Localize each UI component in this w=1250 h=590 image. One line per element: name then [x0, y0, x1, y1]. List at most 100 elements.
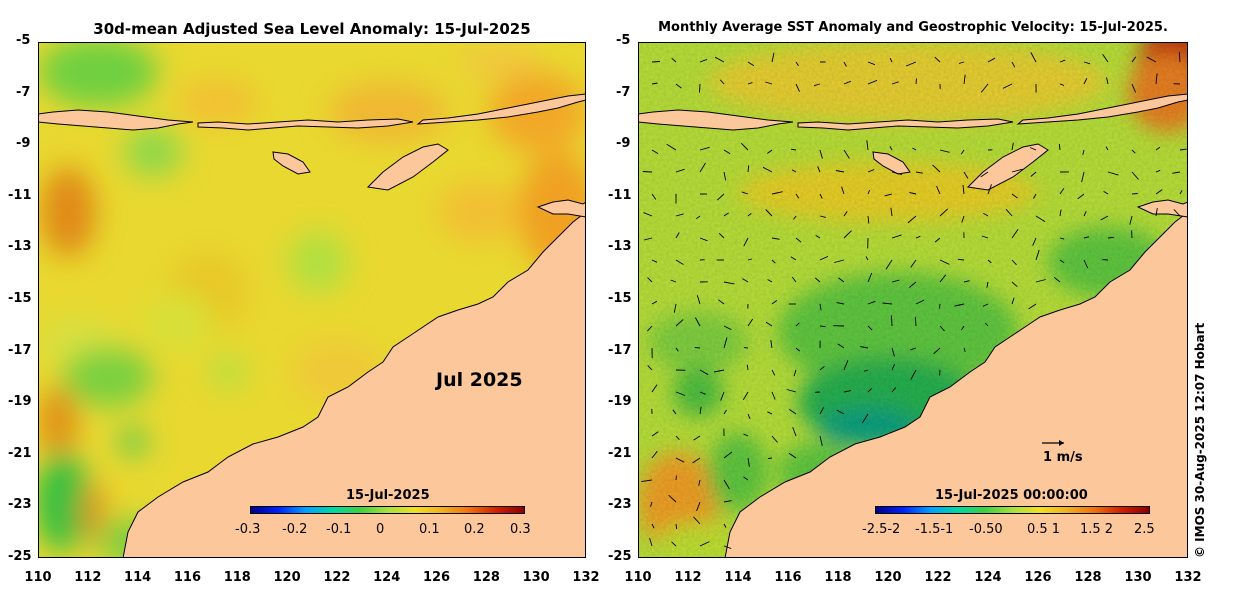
- velocity-vector: [1011, 259, 1017, 266]
- velocity-vector: [699, 541, 710, 547]
- longitude-tick-label: 130: [1124, 570, 1152, 585]
- velocity-vector: [1028, 303, 1037, 310]
- velocity-vector: [1083, 211, 1087, 217]
- velocity-vector: [770, 340, 773, 349]
- velocity-vector: [771, 191, 783, 195]
- latitude-tick-label: -15: [8, 291, 32, 306]
- velocity-vector: [650, 501, 653, 507]
- velocity-vector: [718, 232, 725, 239]
- velocity-vector: [909, 192, 917, 195]
- velocity-vector: [651, 259, 658, 263]
- reference-vector-arrow: [1042, 440, 1064, 446]
- velocity-vector: [865, 256, 869, 261]
- velocity-vector: [723, 545, 732, 549]
- velocity-vector: [1011, 61, 1016, 68]
- velocity-vector: [747, 258, 753, 261]
- velocity-vector: [819, 193, 823, 199]
- land-masses: [638, 93, 1188, 558]
- velocity-vector: [1081, 171, 1085, 183]
- velocity-vector: [915, 299, 925, 305]
- left-colorbar-tick: -0.3: [235, 522, 261, 537]
- australia-coastline: [724, 211, 1188, 558]
- velocity-vector: [713, 369, 725, 373]
- latitude-tick-label: -25: [8, 549, 32, 564]
- velocity-vector: [673, 303, 677, 313]
- velocity-vector: [699, 83, 701, 93]
- velocity-vector: [1155, 189, 1163, 195]
- velocity-vector: [984, 322, 989, 327]
- velocity-vector: [1059, 188, 1065, 195]
- velocity-vector: [723, 523, 727, 528]
- velocity-vector: [651, 384, 658, 393]
- right-colorbar-date: 15-Jul-2025 00:00:00: [935, 488, 1088, 503]
- velocity-vector: [867, 272, 873, 283]
- velocity-vector: [792, 426, 797, 437]
- latitude-tick-label: -9: [616, 136, 631, 152]
- velocity-vector: [743, 237, 749, 247]
- geostrophic-velocity-vectors: [641, 51, 1187, 549]
- velocity-vector: [986, 281, 989, 288]
- velocity-vector: [795, 193, 800, 199]
- velocity-vector: [939, 259, 950, 265]
- left-colorbar-tick: 0.3: [510, 522, 531, 537]
- velocity-vector: [1011, 228, 1019, 239]
- velocity-vector: [813, 83, 821, 87]
- velocity-vector: [1033, 193, 1037, 199]
- velocity-vector: [987, 57, 996, 63]
- velocity-vector: [765, 321, 773, 327]
- velocity-vector: [647, 325, 653, 332]
- velocity-vector: [843, 211, 848, 217]
- latitude-tick-label: -25: [608, 549, 632, 564]
- velocity-vector: [1146, 56, 1157, 63]
- latitude-tick-label: -13: [8, 239, 32, 255]
- velocity-vector: [696, 501, 701, 512]
- velocity-vector: [694, 346, 701, 349]
- velocity-vector: [671, 57, 677, 63]
- velocity-vector: [747, 318, 754, 327]
- northern-australia-tip: [536, 199, 586, 218]
- month-label: Jul 2025: [436, 369, 523, 391]
- velocity-vector: [1179, 190, 1183, 195]
- latitude-tick-label: -15: [608, 291, 632, 306]
- velocity-vector: [861, 413, 869, 424]
- velocity-vector: [789, 409, 797, 415]
- velocity-vector: [743, 433, 749, 437]
- velocity-vector: [742, 278, 749, 283]
- right-colorbar: [875, 506, 1150, 514]
- velocity-vector: [1102, 54, 1109, 63]
- velocity-vector: [771, 259, 776, 264]
- longitude-tick-label: 116: [173, 570, 202, 585]
- velocity-vector: [767, 457, 773, 459]
- velocity-vector: [910, 259, 917, 268]
- velocity-vector: [867, 215, 870, 224]
- velocity-vector: [1107, 236, 1115, 239]
- velocity-vector: [699, 237, 708, 242]
- velocity-vector: [740, 142, 749, 151]
- left-colorbar-tick: -0.1: [326, 522, 352, 537]
- velocity-vector: [1100, 215, 1109, 221]
- velocity-vector: [884, 193, 893, 197]
- right-colorbar-tick: 2.5: [1134, 522, 1155, 537]
- velocity-vector: [1083, 61, 1091, 65]
- bali-lombok-islands: [197, 118, 414, 131]
- velocity-vector: [1102, 259, 1109, 261]
- velocity-vector: [867, 325, 873, 331]
- velocity-vector: [771, 52, 775, 63]
- latitude-tick-label: -21: [8, 445, 32, 461]
- velocity-vector: [885, 259, 893, 270]
- velocity-vector: [843, 61, 847, 67]
- latitude-tick-label: -11: [8, 187, 32, 203]
- velocity-vector: [867, 79, 878, 85]
- velocity-vector: [643, 237, 653, 241]
- velocity-vector: [1106, 77, 1109, 85]
- left-colorbar-tick: -0.2: [282, 522, 308, 537]
- longitude-tick-label: 132: [1174, 570, 1202, 585]
- velocity-vector: [767, 411, 773, 415]
- velocity-vector: [743, 476, 749, 481]
- velocity-vector: [890, 315, 893, 327]
- sumba-island: [272, 151, 311, 175]
- velocity-vector: [1030, 52, 1037, 63]
- velocity-vector: [963, 347, 966, 353]
- velocity-vector: [651, 300, 658, 305]
- velocity-vector: [1131, 83, 1137, 93]
